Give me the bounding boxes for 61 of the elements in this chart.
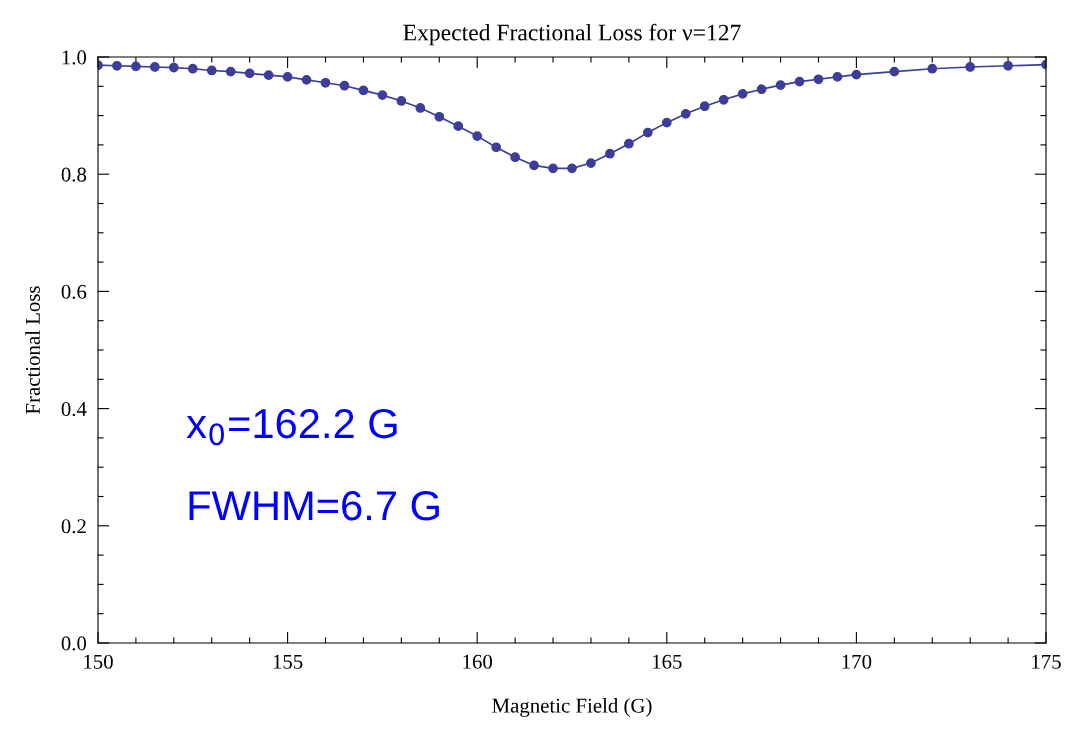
point	[529, 160, 539, 171]
point	[965, 62, 976, 72]
x-axis-title: Magnetic Field (G)	[492, 698, 652, 717]
point	[491, 142, 502, 153]
point	[225, 66, 236, 77]
point	[301, 74, 312, 85]
y-tick-label: 0.2	[61, 519, 86, 534]
x-tick-label: 175	[1032, 654, 1061, 669]
point	[396, 96, 407, 106]
point	[112, 60, 122, 71]
chart-title: Expected Fractional Loss for ν=127	[403, 23, 741, 46]
point	[699, 101, 710, 112]
point	[434, 111, 445, 122]
point	[756, 84, 767, 95]
x-tick-label: 150	[84, 654, 113, 669]
point	[131, 61, 141, 72]
point	[661, 117, 672, 128]
y-tick-label: 0.6	[61, 284, 87, 299]
point	[150, 62, 160, 72]
point	[377, 90, 388, 100]
point	[889, 66, 900, 77]
point	[472, 131, 483, 141]
point	[187, 63, 198, 74]
annotation: FWHM=6.7 G	[189, 490, 439, 521]
point	[718, 94, 729, 105]
point	[548, 163, 558, 174]
point	[567, 163, 577, 174]
point	[415, 103, 426, 113]
y-tick-label: 0.8	[61, 167, 87, 182]
point	[794, 76, 805, 87]
annotation: x$_{0}$=162.2 G	[186, 408, 397, 446]
y-tick-label: 1.0	[62, 50, 87, 65]
point	[339, 80, 350, 91]
point	[358, 85, 369, 96]
point	[282, 72, 293, 82]
point	[832, 72, 843, 82]
point	[737, 89, 748, 99]
x-tick-label: 165	[653, 654, 682, 669]
point	[453, 121, 464, 132]
x-tick-label: 160	[463, 654, 493, 669]
point	[586, 158, 596, 168]
point	[263, 70, 274, 81]
point	[642, 127, 653, 138]
point	[510, 152, 520, 163]
point	[775, 80, 786, 90]
point	[605, 148, 615, 159]
x-tick-label: 170	[842, 654, 872, 669]
point	[244, 68, 255, 79]
point	[813, 74, 824, 85]
point	[320, 77, 331, 88]
y-axis-title: Fractional Loss	[25, 286, 40, 414]
y-tick-label: 0.4	[61, 401, 87, 417]
point	[680, 108, 691, 119]
point	[1003, 60, 1013, 71]
point	[851, 69, 862, 80]
point	[168, 62, 179, 73]
point	[624, 138, 634, 149]
point	[206, 65, 217, 76]
y-tick-label: 0.0	[61, 636, 87, 651]
point	[927, 63, 938, 74]
x-tick-label: 155	[273, 654, 303, 669]
